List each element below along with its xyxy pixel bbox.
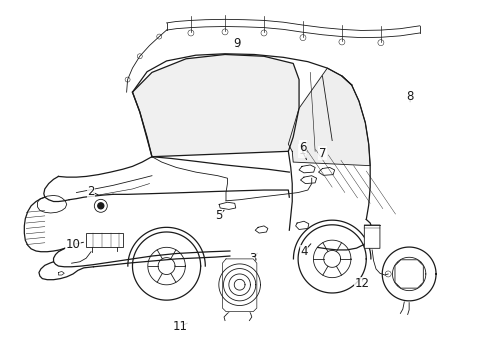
Text: 7: 7 xyxy=(318,147,325,159)
Text: 4: 4 xyxy=(300,245,307,258)
Text: 3: 3 xyxy=(249,252,256,265)
Text: 12: 12 xyxy=(354,278,369,291)
Circle shape xyxy=(98,203,103,209)
Polygon shape xyxy=(219,202,235,210)
Text: 5: 5 xyxy=(215,210,223,222)
Text: 9: 9 xyxy=(233,36,241,50)
Text: 2: 2 xyxy=(87,185,95,198)
Polygon shape xyxy=(132,54,299,157)
Text: 1: 1 xyxy=(298,144,305,157)
Text: 6: 6 xyxy=(299,140,306,153)
Polygon shape xyxy=(222,259,256,312)
Text: 8: 8 xyxy=(406,90,413,103)
FancyBboxPatch shape xyxy=(364,225,379,248)
Bar xyxy=(86,233,122,247)
Text: 11: 11 xyxy=(172,320,187,333)
Polygon shape xyxy=(394,260,423,288)
Text: 10: 10 xyxy=(65,238,81,251)
Polygon shape xyxy=(288,68,369,166)
